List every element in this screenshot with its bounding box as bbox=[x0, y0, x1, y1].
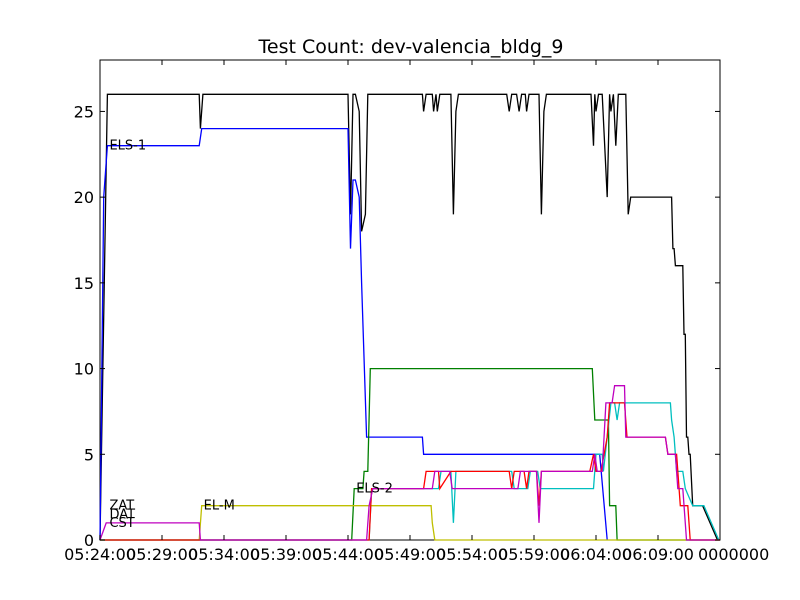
annotation-dat: DAT bbox=[109, 507, 135, 522]
x-tick-label-10: 0000000 bbox=[698, 545, 769, 564]
annotation-zat: ZAT bbox=[109, 499, 134, 514]
x-tick-label-2: 05:34:00 bbox=[188, 545, 260, 564]
x-tick-label-7: 05:59:00 bbox=[498, 545, 570, 564]
y-tick-label-0: 0 bbox=[84, 531, 94, 550]
annotation-cst: CST bbox=[109, 516, 134, 531]
y-tick-label-1: 5 bbox=[84, 445, 94, 464]
series-line-5 bbox=[100, 402, 720, 541]
x-tick-label-3: 05:39:00 bbox=[250, 545, 322, 564]
series-line-2 bbox=[100, 367, 720, 541]
series-line-0 bbox=[99, 93, 719, 541]
x-tick-label-5: 05:49:00 bbox=[374, 545, 446, 564]
y-tick-label-5: 25 bbox=[74, 102, 94, 121]
annotation-els-1: ELS-1 bbox=[109, 139, 146, 154]
y-tick-label-2: 10 bbox=[74, 360, 94, 379]
series-line-1 bbox=[99, 127, 608, 541]
x-tick-label-8: 06:04:00 bbox=[560, 545, 632, 564]
x-tick-label-1: 05:29:00 bbox=[126, 545, 198, 564]
x-tick-label-9: 06:09:00 bbox=[622, 545, 694, 564]
x-tick-label-0: 05:24:00 bbox=[64, 545, 136, 564]
annotation-els-2: ELS-2 bbox=[356, 482, 393, 497]
series-line-6 bbox=[99, 385, 720, 541]
ticks-layer: 0 5 10 15 20 25 05:24:0005:29:0005:34:0005:39:… bbox=[64, 60, 769, 564]
chart-title: Test Count: dev-valencia_bldg_9 bbox=[258, 36, 564, 58]
y-tick-label-3: 15 bbox=[74, 274, 94, 293]
y-tick-label-4: 20 bbox=[74, 188, 94, 207]
series-layer bbox=[99, 93, 720, 541]
annotation-el-m: EL-M bbox=[204, 499, 235, 514]
x-tick-label-6: 05:54:00 bbox=[436, 545, 508, 564]
x-tick-label-4: 05:44:00 bbox=[312, 545, 384, 564]
